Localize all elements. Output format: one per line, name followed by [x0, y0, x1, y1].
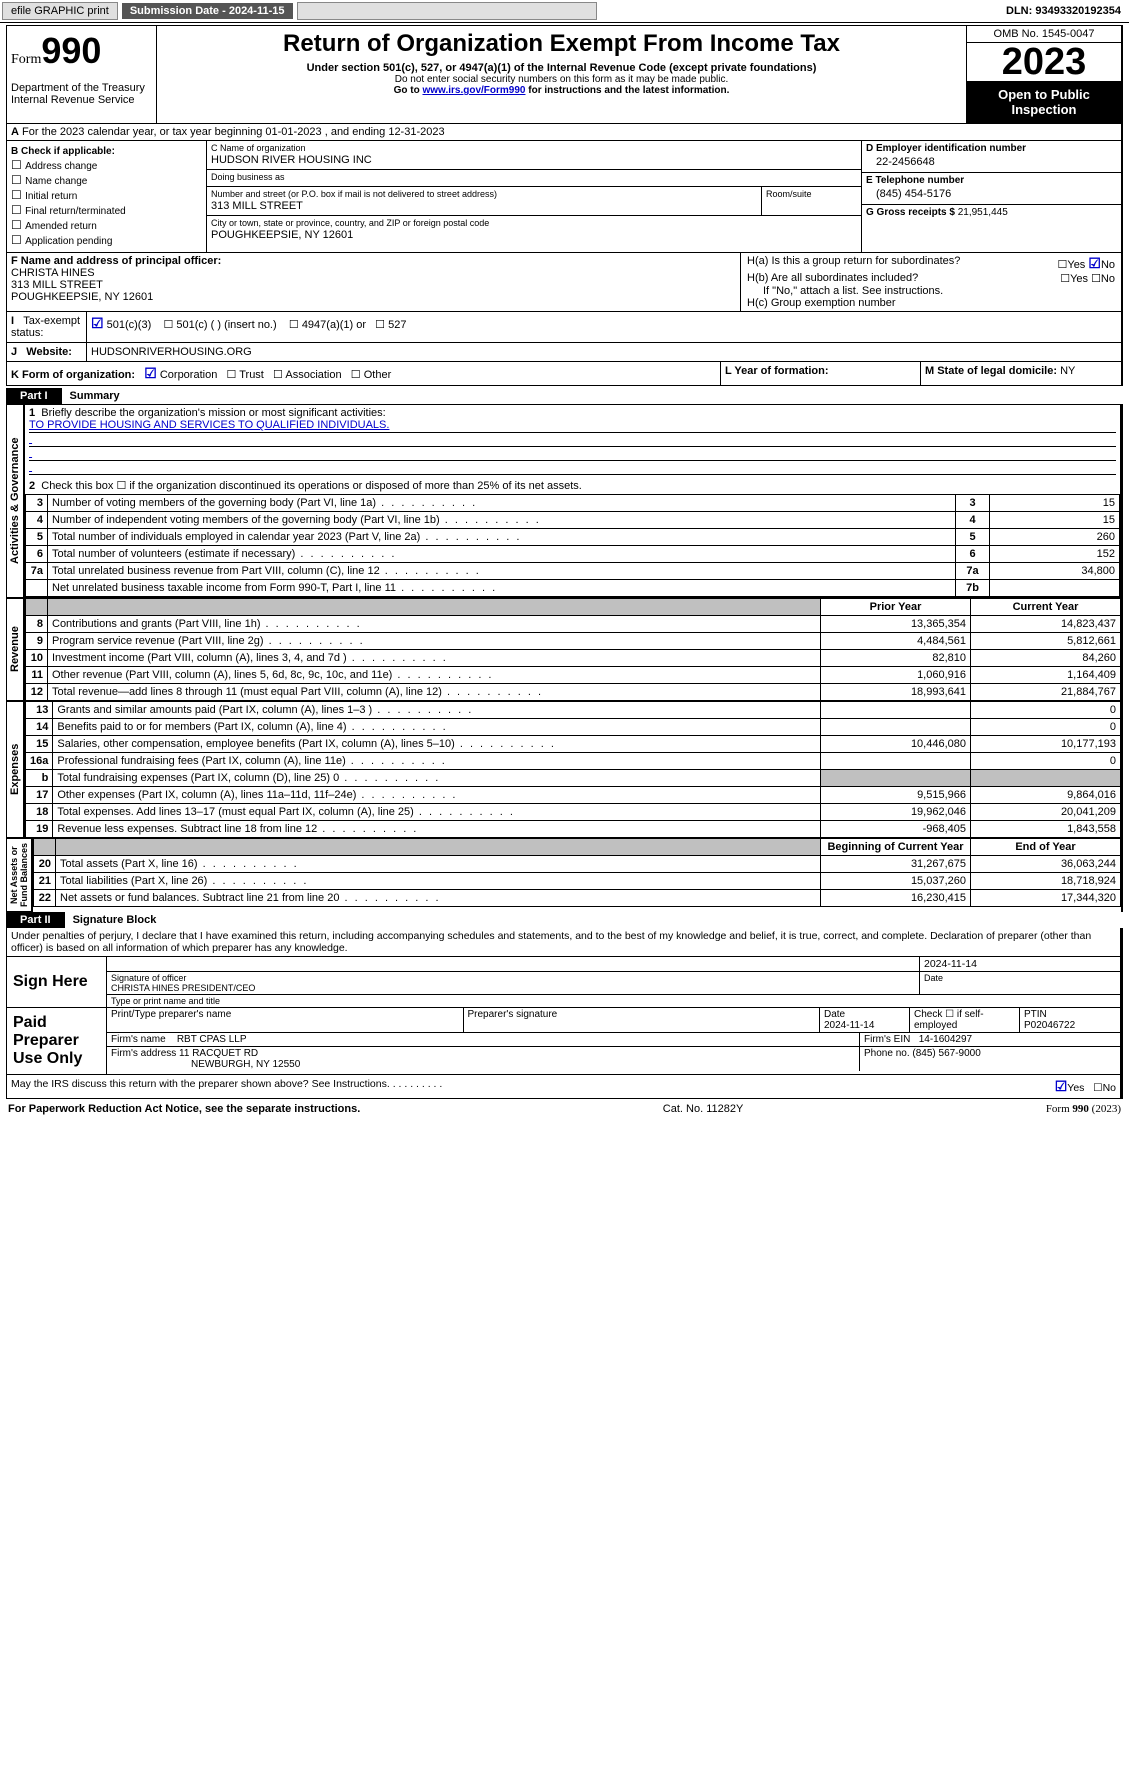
prep-name-lbl: Print/Type preparer's name — [107, 1008, 464, 1032]
box-f: F Name and address of principal officer:… — [7, 253, 741, 311]
tax-exempt-lbl: Tax-exempt status: — [11, 315, 80, 339]
ein-val: 22-2456648 — [866, 154, 1117, 170]
phone-lbl: E Telephone number — [866, 175, 1117, 186]
submission-date: Submission Date - 2024-11-15 — [122, 3, 293, 19]
state-domicile-lbl: M State of legal domicile: — [925, 365, 1057, 377]
part-i-bar: Part I — [6, 388, 62, 404]
sig-officer-name: CHRISTA HINES PRESIDENT/CEO — [111, 983, 255, 993]
table-activities-gov: 3Number of voting members of the governi… — [25, 494, 1120, 597]
firm-addr-lbl: Firm's address — [111, 1048, 176, 1059]
irs-form990-link[interactable]: www.irs.gov/Form990 — [422, 85, 525, 96]
sign-here-lbl: Sign Here — [7, 957, 107, 1007]
table-expenses: 13Grants and similar amounts paid (Part … — [25, 701, 1121, 838]
year-formation: L Year of formation: — [725, 365, 829, 377]
sig-date: 2024-11-14 — [924, 958, 977, 970]
part-ii-title: Signature Block — [65, 912, 165, 928]
table-revenue: Prior YearCurrent Year8Contributions and… — [25, 598, 1121, 701]
website-val: HUDSONRIVERHOUSING.ORG — [87, 343, 1121, 361]
paid-preparer-lbl: Paid Preparer Use Only — [7, 1008, 107, 1074]
efile-print-btn[interactable]: efile GRAPHIC print — [2, 2, 118, 20]
ptin-lbl: PTIN — [1024, 1009, 1047, 1020]
table-netassets: Beginning of Current YearEnd of Year20To… — [33, 838, 1121, 907]
goto-pre: Go to — [394, 85, 423, 96]
addr-lbl: Number and street (or P.O. box if mail i… — [211, 189, 757, 199]
form-title: Return of Organization Exempt From Incom… — [167, 30, 956, 58]
street-addr: 313 MILL STREET — [211, 199, 757, 213]
firm-ein-lbl: Firm's EIN — [864, 1034, 910, 1045]
dln: DLN: 93493320192354 — [1006, 5, 1127, 17]
mission-q: Briefly describe the organization's miss… — [41, 407, 385, 419]
self-emp: Check ☐ if self-employed — [910, 1008, 1020, 1032]
firm-ein: 14-1604297 — [919, 1034, 972, 1045]
mission-text: TO PROVIDE HOUSING AND SERVICES TO QUALI… — [29, 419, 1116, 433]
toolbar: efile GRAPHIC print Submission Date - 20… — [0, 0, 1129, 23]
firm-phone: (845) 567-9000 — [912, 1048, 980, 1059]
dba-val — [211, 182, 857, 184]
chk-app-pending[interactable]: Application pending — [11, 233, 202, 247]
city-lbl: City or town, state or province, country… — [211, 218, 857, 228]
side-revenue: Revenue — [6, 598, 25, 701]
website-lbl: Website: — [26, 346, 72, 358]
firm-addr2: NEWBURGH, NY 12550 — [191, 1059, 300, 1070]
discuss-q: May the IRS discuss this return with the… — [11, 1078, 390, 1090]
tax-year: 2023 — [967, 43, 1121, 81]
dba-lbl: Doing business as — [211, 172, 857, 182]
prep-sig-lbl: Preparer's signature — [464, 1008, 821, 1032]
chk-name-change[interactable]: Name change — [11, 173, 202, 187]
date-lbl: Date — [920, 972, 1120, 994]
discontinued-q: Check this box ☐ if the organization dis… — [41, 480, 582, 492]
tax-exempt-opts: ☑ 501(c)(3) ☐ 501(c) ( ) (insert no.) ☐ … — [87, 312, 1121, 342]
gross-lbl: G Gross receipts $ — [866, 207, 955, 218]
sig-officer-lbl: Signature of officer — [111, 973, 186, 983]
state-domicile: NY — [1060, 365, 1075, 377]
cat-no: Cat. No. 11282Y — [663, 1103, 744, 1115]
form-header: Form990 Department of the Treasury Inter… — [6, 25, 1123, 124]
chk-amended[interactable]: Amended return — [11, 218, 202, 232]
firm-name: RBT CPAS LLP — [177, 1034, 247, 1045]
form-subtitle: Under section 501(c), 527, or 4947(a)(1)… — [167, 62, 956, 74]
gross-val: 21,951,445 — [958, 207, 1008, 218]
form-number: 990 — [41, 30, 101, 71]
room-lbl: Room/suite — [766, 189, 857, 199]
col-b-checkboxes: B Check if applicable: Address change Na… — [7, 141, 207, 252]
part-i-title: Summary — [62, 388, 128, 404]
c-name-lbl: C Name of organization — [211, 143, 857, 153]
part-ii-bar: Part II — [6, 912, 65, 928]
sig-type-lbl: Type or print name and title — [107, 995, 1120, 1007]
phone-val: (845) 454-5176 — [866, 186, 1117, 202]
b-title: B Check if applicable: — [11, 146, 202, 157]
side-netassets: Net Assets orFund Balances — [6, 838, 33, 912]
paperwork-notice: For Paperwork Reduction Act Notice, see … — [8, 1103, 360, 1115]
row-a-taxyear: A For the 2023 calendar year, or tax yea… — [7, 124, 1121, 141]
side-activities-gov: Activities & Governance — [6, 404, 25, 598]
chk-initial-return[interactable]: Initial return — [11, 188, 202, 202]
chk-final-return[interactable]: Final return/terminated — [11, 203, 202, 217]
open-public: Open to Public Inspection — [967, 81, 1121, 123]
city-val: POUGHKEEPSIE, NY 12601 — [211, 228, 857, 242]
irs-label: Internal Revenue Service — [11, 94, 152, 106]
side-expenses: Expenses — [6, 701, 25, 838]
firm-phone-lbl: Phone no. — [864, 1048, 910, 1059]
firm-name-lbl: Firm's name — [111, 1034, 166, 1045]
prep-date: 2024-11-14 — [824, 1020, 874, 1031]
org-name: HUDSON RIVER HOUSING INC — [211, 153, 857, 167]
perjury-text: Under penalties of perjury, I declare th… — [6, 928, 1121, 957]
box-h: H(a) Is this a group return for subordin… — [741, 253, 1121, 311]
ptin-val: P02046722 — [1024, 1020, 1075, 1031]
form-label: Form — [11, 52, 41, 67]
chk-address-change[interactable]: Address change — [11, 158, 202, 172]
form-of-org: K Form of organization: ☑ Corporation ☐ … — [7, 362, 721, 385]
ein-lbl: D Employer identification number — [866, 143, 1117, 154]
dept-treasury: Department of the Treasury — [11, 82, 152, 94]
ssn-warning: Do not enter social security numbers on … — [167, 74, 956, 85]
prep-date-lbl: Date — [824, 1009, 845, 1020]
goto-post: for instructions and the latest informat… — [525, 85, 729, 96]
toolbar-spacer — [297, 2, 597, 20]
firm-addr1: 11 RACQUET RD — [179, 1048, 258, 1059]
